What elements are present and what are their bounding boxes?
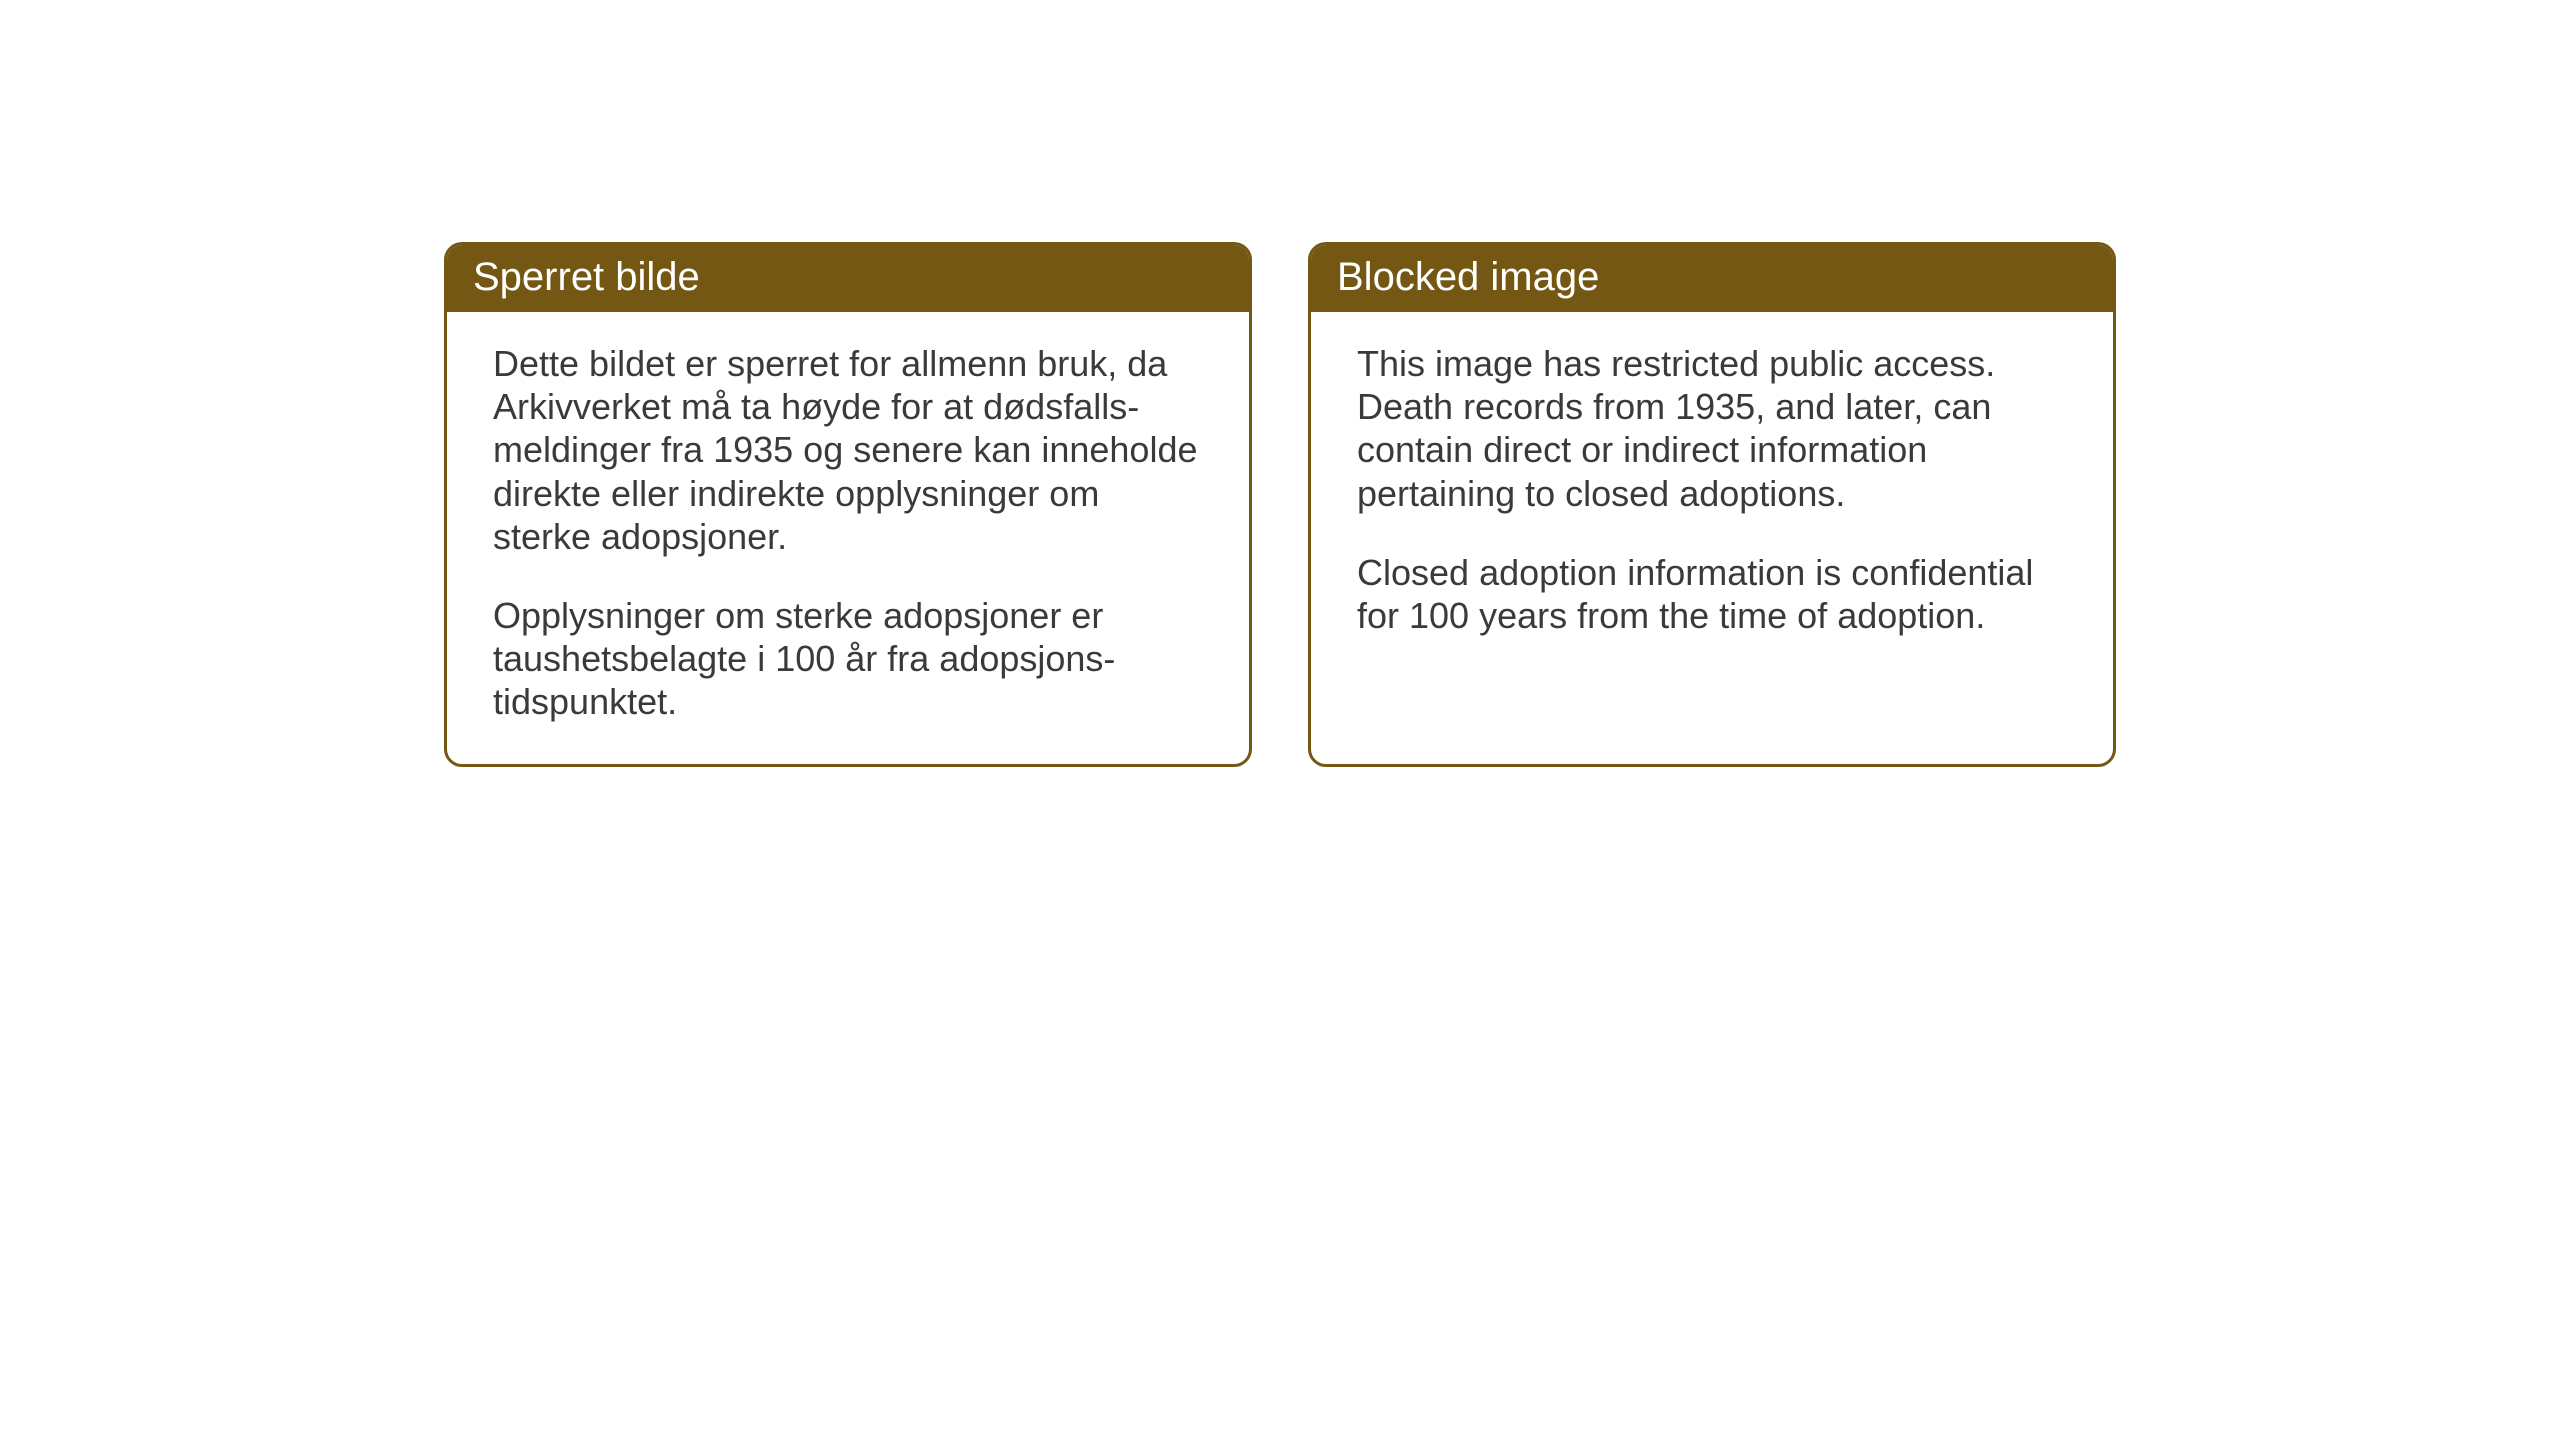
card-body-english: This image has restricted public access.… [1311,312,2113,717]
card-title-norwegian: Sperret bilde [473,255,700,299]
card-header-english: Blocked image [1311,245,2113,312]
card-paragraph-2-english: Closed adoption information is confident… [1357,551,2067,637]
card-header-norwegian: Sperret bilde [447,245,1249,312]
card-paragraph-2-norwegian: Opplysninger om sterke adopsjoner er tau… [493,594,1203,724]
notice-cards-container: Sperret bilde Dette bildet er sperret fo… [444,242,2116,767]
card-paragraph-1-english: This image has restricted public access.… [1357,342,2067,515]
notice-card-english: Blocked image This image has restricted … [1308,242,2116,767]
notice-card-norwegian: Sperret bilde Dette bildet er sperret fo… [444,242,1252,767]
card-paragraph-1-norwegian: Dette bildet er sperret for allmenn bruk… [493,342,1203,558]
card-title-english: Blocked image [1337,255,1599,299]
card-body-norwegian: Dette bildet er sperret for allmenn bruk… [447,312,1249,764]
